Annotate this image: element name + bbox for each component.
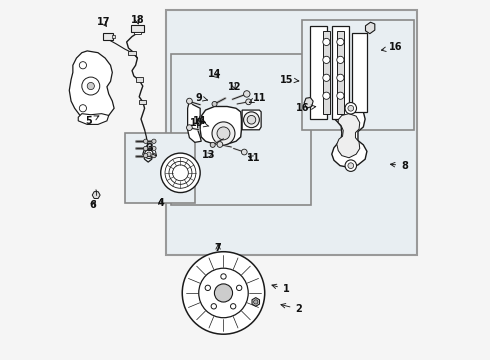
Circle shape: [242, 149, 247, 155]
Circle shape: [182, 252, 265, 334]
Polygon shape: [337, 114, 360, 158]
Circle shape: [237, 285, 242, 291]
Circle shape: [244, 112, 259, 128]
Text: 7: 7: [215, 243, 221, 253]
Circle shape: [145, 150, 153, 158]
Polygon shape: [200, 107, 242, 144]
Circle shape: [337, 39, 344, 45]
Text: 1: 1: [272, 284, 290, 294]
Text: 18: 18: [131, 15, 144, 26]
Bar: [134, 32, 141, 35]
Bar: [337, 31, 344, 114]
Circle shape: [187, 98, 192, 104]
Circle shape: [144, 153, 148, 158]
Bar: [125, 134, 195, 203]
Circle shape: [323, 74, 330, 81]
Text: 12: 12: [227, 82, 241, 92]
Bar: [352, 33, 367, 112]
Circle shape: [210, 142, 215, 147]
Circle shape: [345, 103, 357, 114]
Text: 14: 14: [208, 69, 221, 79]
Circle shape: [82, 77, 100, 95]
Circle shape: [205, 285, 211, 291]
Text: 11: 11: [249, 93, 266, 103]
Circle shape: [212, 122, 235, 145]
Circle shape: [337, 74, 344, 81]
Polygon shape: [242, 110, 261, 130]
Bar: [128, 50, 136, 55]
Circle shape: [152, 153, 156, 158]
Text: 16: 16: [295, 103, 316, 113]
Circle shape: [323, 56, 330, 63]
Polygon shape: [92, 192, 100, 198]
Circle shape: [152, 139, 156, 143]
Circle shape: [337, 92, 344, 99]
Polygon shape: [69, 51, 114, 121]
Circle shape: [215, 284, 233, 302]
Bar: [112, 35, 115, 39]
Text: 2: 2: [281, 303, 302, 314]
Bar: [332, 26, 349, 119]
Text: 8: 8: [391, 161, 408, 171]
Text: 10: 10: [190, 118, 209, 128]
Bar: [172, 54, 311, 205]
Bar: [136, 77, 143, 82]
Circle shape: [217, 141, 223, 147]
Text: 9: 9: [195, 93, 207, 103]
Circle shape: [221, 274, 226, 279]
Polygon shape: [304, 98, 313, 108]
Circle shape: [212, 102, 217, 107]
Bar: [166, 10, 417, 255]
Circle shape: [247, 116, 256, 124]
Circle shape: [161, 153, 200, 193]
Text: 17: 17: [97, 17, 110, 27]
Circle shape: [187, 125, 192, 131]
Bar: [310, 26, 327, 119]
Circle shape: [144, 139, 148, 143]
Circle shape: [323, 92, 330, 99]
Circle shape: [144, 146, 148, 150]
Bar: [102, 33, 113, 40]
Circle shape: [244, 91, 250, 97]
Text: 5: 5: [86, 116, 99, 126]
Bar: [302, 21, 414, 130]
Circle shape: [348, 163, 354, 168]
Polygon shape: [188, 101, 201, 142]
Text: 16: 16: [381, 42, 402, 52]
Circle shape: [147, 152, 151, 156]
Text: 15: 15: [279, 75, 299, 85]
Polygon shape: [366, 22, 375, 34]
Circle shape: [345, 160, 357, 171]
Text: 13: 13: [202, 150, 216, 160]
Circle shape: [245, 99, 251, 105]
Circle shape: [87, 82, 95, 90]
Bar: [139, 100, 147, 104]
Circle shape: [323, 39, 330, 45]
Text: 11: 11: [247, 153, 261, 163]
Polygon shape: [78, 114, 109, 125]
Text: 14: 14: [194, 116, 207, 126]
Circle shape: [79, 105, 87, 112]
Circle shape: [217, 127, 230, 140]
Text: 3: 3: [147, 143, 156, 156]
Circle shape: [337, 56, 344, 63]
Circle shape: [348, 105, 354, 111]
Circle shape: [254, 300, 258, 304]
Circle shape: [199, 268, 248, 318]
Polygon shape: [332, 105, 367, 167]
Polygon shape: [252, 298, 260, 306]
Bar: [323, 31, 330, 114]
Text: 6: 6: [89, 200, 96, 210]
Circle shape: [211, 303, 217, 309]
Circle shape: [230, 303, 236, 309]
Circle shape: [152, 146, 156, 150]
Bar: [131, 25, 144, 32]
Circle shape: [79, 62, 87, 69]
Text: 4: 4: [157, 198, 164, 208]
